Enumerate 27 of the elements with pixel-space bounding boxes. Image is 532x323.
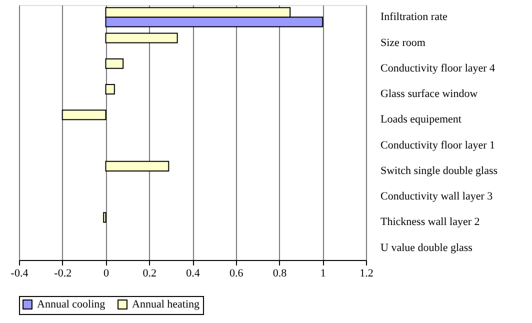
x-tick-label: 0.8 (272, 268, 288, 280)
legend-label: Annual heating (132, 298, 200, 311)
y-tick-label: Conductivity wall layer 3 (380, 190, 494, 203)
bar (103, 212, 106, 223)
y-tick-label: U value double glass (380, 242, 472, 254)
x-tick-label: 1 (320, 268, 326, 280)
y-tick-label: Conductivity floor layer 4 (380, 62, 496, 74)
y-tick-label: Glass surface window (380, 88, 478, 100)
x-tick-label: 1.2 (360, 268, 374, 280)
bar (62, 110, 106, 120)
x-tick-label: -0.4 (10, 268, 29, 280)
legend-label: Annual cooling (37, 298, 106, 311)
x-tick-label: 0 (104, 268, 110, 280)
bar (105, 58, 124, 69)
x-tick-label: -0.2 (54, 268, 72, 280)
x-tick-label: 0.4 (186, 268, 200, 280)
bar (105, 32, 178, 44)
y-tick-label: Switch single double glass (380, 164, 498, 177)
y-tick-label: Size room (380, 36, 426, 49)
x-tick-label: 0.6 (230, 268, 244, 280)
y-tick-label: Infiltration rate (380, 11, 448, 24)
y-tick-label: Conductivity floor layer 1 (380, 139, 496, 152)
y-tick-label: Loads equipement (380, 114, 462, 126)
bar (105, 84, 115, 95)
bar (105, 160, 170, 172)
x-tick-label: 0.2 (142, 268, 156, 280)
y-tick-label: Thickness wall layer 2 (380, 216, 480, 228)
